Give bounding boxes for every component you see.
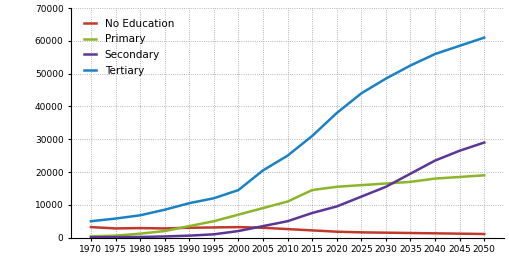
Secondary <box>211 233 217 236</box>
Secondary <box>88 236 94 239</box>
No Education <box>235 225 241 229</box>
No Education <box>383 231 389 234</box>
Primary <box>260 207 266 210</box>
Tertiary <box>358 92 364 95</box>
Tertiary <box>334 112 340 115</box>
No Education <box>481 232 487 236</box>
Secondary <box>137 235 143 239</box>
Tertiary <box>186 201 192 205</box>
Tertiary <box>309 134 315 138</box>
No Education <box>309 229 315 232</box>
Tertiary <box>407 64 413 67</box>
Secondary <box>358 195 364 198</box>
Tertiary <box>383 77 389 80</box>
Secondary <box>112 235 119 239</box>
Primary <box>309 188 315 192</box>
Primary <box>334 185 340 188</box>
Line: Primary: Primary <box>91 175 484 236</box>
Line: Tertiary: Tertiary <box>91 38 484 221</box>
Primary <box>88 235 94 238</box>
Primary <box>235 213 241 216</box>
Secondary <box>407 172 413 175</box>
Secondary <box>186 234 192 237</box>
Primary <box>481 174 487 177</box>
Tertiary <box>88 220 94 223</box>
Tertiary <box>457 44 463 48</box>
No Education <box>358 231 364 234</box>
Secondary <box>309 211 315 215</box>
No Education <box>285 227 291 231</box>
Tertiary <box>162 208 168 211</box>
Tertiary <box>481 36 487 39</box>
Secondary <box>383 185 389 188</box>
No Education <box>432 232 438 235</box>
Secondary <box>334 205 340 208</box>
No Education <box>112 227 119 230</box>
Tertiary <box>211 197 217 200</box>
Tertiary <box>432 52 438 56</box>
No Education <box>334 230 340 233</box>
Primary <box>358 184 364 187</box>
Primary <box>407 180 413 184</box>
Line: Secondary: Secondary <box>91 143 484 237</box>
Primary <box>211 220 217 223</box>
Secondary <box>457 149 463 152</box>
No Education <box>162 227 168 230</box>
Primary <box>383 182 389 185</box>
Legend: No Education, Primary, Secondary, Tertiary: No Education, Primary, Secondary, Tertia… <box>81 16 177 79</box>
Tertiary <box>260 169 266 172</box>
Secondary <box>481 141 487 144</box>
Primary <box>112 234 119 237</box>
No Education <box>186 226 192 230</box>
No Education <box>88 225 94 229</box>
Tertiary <box>235 188 241 192</box>
Primary <box>162 230 168 233</box>
No Education <box>260 226 266 230</box>
No Education <box>407 231 413 235</box>
Primary <box>457 175 463 178</box>
Tertiary <box>285 154 291 157</box>
Line: No Education: No Education <box>91 227 484 234</box>
Primary <box>137 232 143 235</box>
Secondary <box>162 235 168 238</box>
No Education <box>137 227 143 230</box>
Primary <box>285 200 291 203</box>
Secondary <box>432 159 438 162</box>
Tertiary <box>137 214 143 217</box>
Primary <box>186 225 192 228</box>
Primary <box>432 177 438 180</box>
No Education <box>457 232 463 235</box>
No Education <box>211 226 217 229</box>
Tertiary <box>112 217 119 220</box>
Secondary <box>285 220 291 223</box>
Secondary <box>235 230 241 233</box>
Secondary <box>260 225 266 228</box>
